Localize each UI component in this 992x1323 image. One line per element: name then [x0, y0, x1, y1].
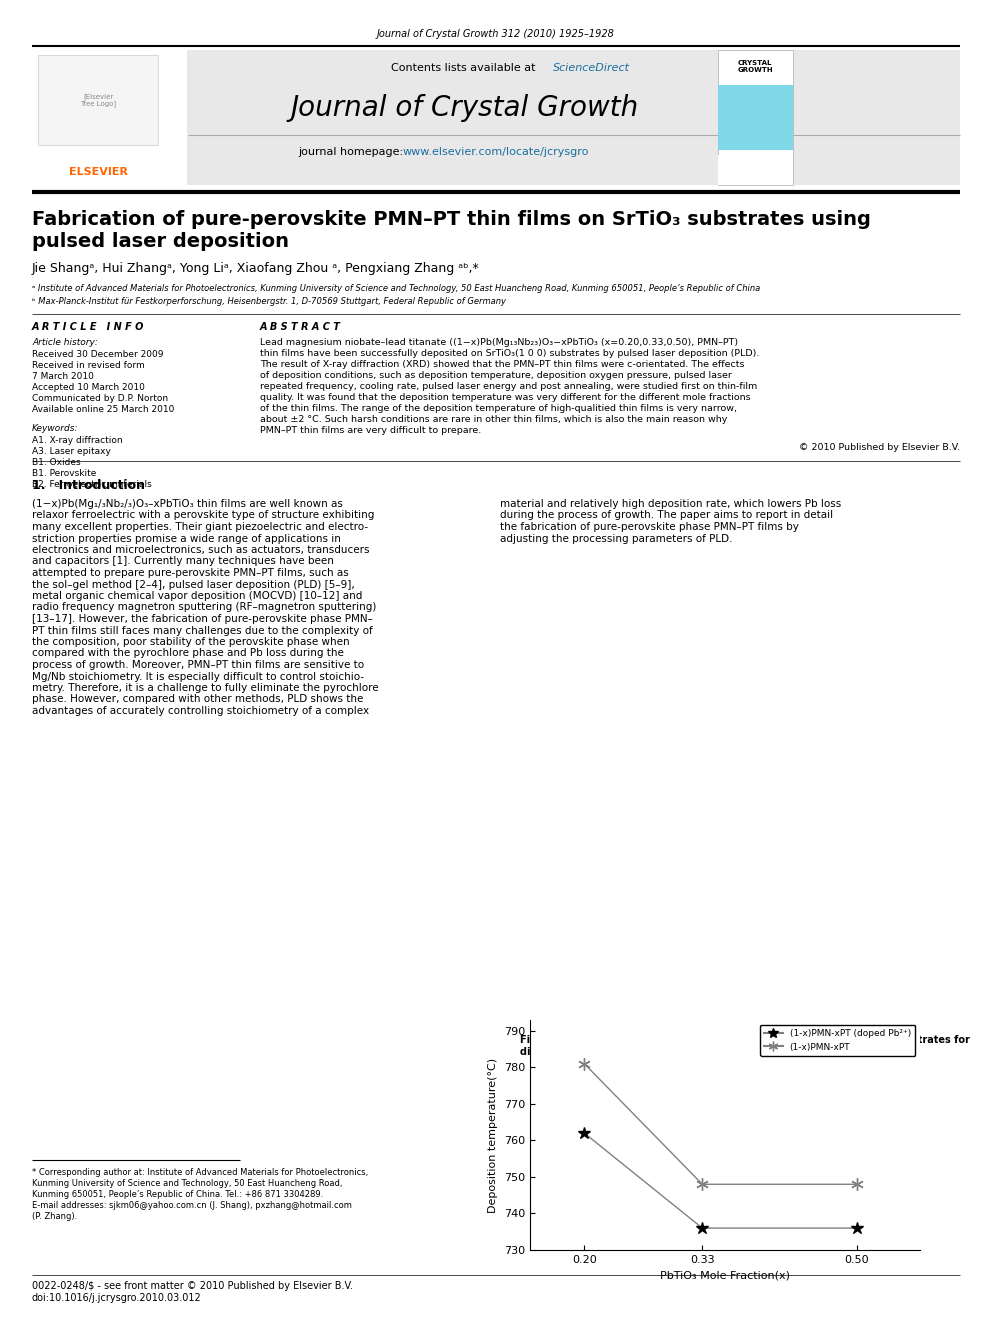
Text: Fig. 1.  The deposition temperature of PMN–PT thin films on SrTiO₃ substrates fo: Fig. 1. The deposition temperature of PM…	[520, 1035, 970, 1045]
Text: 1.   Introduction: 1. Introduction	[32, 479, 145, 492]
Text: about ±2 °C. Such harsh conditions are rare in other thin films, which is also t: about ±2 °C. Such harsh conditions are r…	[260, 415, 727, 423]
Text: doi:10.1016/j.jcrysgro.2010.03.012: doi:10.1016/j.jcrysgro.2010.03.012	[32, 1293, 201, 1303]
Text: Available online 25 March 2010: Available online 25 March 2010	[32, 405, 175, 414]
Text: A3. Laser epitaxy: A3. Laser epitaxy	[32, 447, 111, 456]
Text: Accepted 10 March 2010: Accepted 10 March 2010	[32, 382, 145, 392]
Bar	[718, 50, 793, 185]
Text: compared with the pyrochlore phase and Pb loss during the: compared with the pyrochlore phase and P…	[32, 648, 344, 659]
Text: process of growth. Moreover, PMN–PT thin films are sensitive to: process of growth. Moreover, PMN–PT thin…	[32, 660, 364, 669]
Legend: (1-x)PMN-xPT (doped Pb²⁺), (1-x)PMN-xPT: (1-x)PMN-xPT (doped Pb²⁺), (1-x)PMN-xPT	[760, 1024, 916, 1056]
Bar	[718, 85, 793, 149]
Text: and capacitors [1]. Currently many techniques have been: and capacitors [1]. Currently many techn…	[32, 557, 334, 566]
Text: the sol–gel method [2–4], pulsed laser deposition (PLD) [5–9],: the sol–gel method [2–4], pulsed laser d…	[32, 579, 355, 590]
Text: adjusting the processing parameters of PLD.: adjusting the processing parameters of P…	[500, 533, 732, 544]
Text: Kunming 650051, People’s Republic of China. Tel.: +86 871 3304289.: Kunming 650051, People’s Republic of Chi…	[32, 1189, 323, 1199]
Y-axis label: Deposition temperature(°C): Deposition temperature(°C)	[488, 1057, 498, 1213]
Text: Mg/Nb stoichiometry. It is especially difficult to control stoichio-: Mg/Nb stoichiometry. It is especially di…	[32, 672, 364, 681]
Text: 7 March 2010: 7 March 2010	[32, 372, 94, 381]
Text: Journal of Crystal Growth: Journal of Crystal Growth	[291, 94, 639, 122]
Text: A B S T R A C T: A B S T R A C T	[260, 321, 341, 332]
Text: relaxor ferroelectric with a perovskite type of structure exhibiting: relaxor ferroelectric with a perovskite …	[32, 511, 374, 520]
Text: E-mail addresses: sjkm06@yahoo.com.cn (J. Shang), pxzhang@hotmail.com: E-mail addresses: sjkm06@yahoo.com.cn (J…	[32, 1201, 352, 1211]
Text: ᵇ Max-Planck-Institut für Festkorperforschung, Heisenbergstr. 1, D-70569 Stuttga: ᵇ Max-Planck-Institut für Festkorperfors…	[32, 296, 506, 306]
Text: Contents lists available at: Contents lists available at	[391, 64, 539, 73]
Text: Keywords:: Keywords:	[32, 423, 78, 433]
Text: of deposition conditions, such as deposition temperature, deposition oxygen pres: of deposition conditions, such as deposi…	[260, 370, 732, 380]
Text: electronics and microelectronics, such as actuators, transducers: electronics and microelectronics, such a…	[32, 545, 369, 556]
Text: metry. Therefore, it is a challenge to fully eliminate the pyrochlore: metry. Therefore, it is a challenge to f…	[32, 683, 379, 693]
Text: * Corresponding author at: Institute of Advanced Materials for Photoelectronics,: * Corresponding author at: Institute of …	[32, 1168, 368, 1177]
Text: Communicated by D.P. Norton: Communicated by D.P. Norton	[32, 394, 168, 404]
Text: A R T I C L E   I N F O: A R T I C L E I N F O	[32, 321, 145, 332]
Text: PMN–PT thin films are very difficult to prepare.: PMN–PT thin films are very difficult to …	[260, 426, 481, 435]
Text: radio frequency magnetron sputtering (RF–magnetron sputtering): radio frequency magnetron sputtering (RF…	[32, 602, 376, 613]
Text: during the process of growth. The paper aims to report in detail: during the process of growth. The paper …	[500, 511, 833, 520]
Text: [Elsevier
Tree Logo]: [Elsevier Tree Logo]	[80, 93, 116, 107]
Text: striction properties promise a wide range of applications in: striction properties promise a wide rang…	[32, 533, 341, 544]
Text: Fabrication of pure-perovskite PMN–PT thin films on SrTiO₃ substrates using: Fabrication of pure-perovskite PMN–PT th…	[32, 210, 871, 229]
Text: (1−x)Pb(Mg₁/₃Nb₂/₃)O₃–xPbTiO₃ thin films are well known as: (1−x)Pb(Mg₁/₃Nb₂/₃)O₃–xPbTiO₃ thin films…	[32, 499, 343, 509]
Text: CRYSTAL
GROWTH: CRYSTAL GROWTH	[737, 60, 773, 74]
Text: Article history:: Article history:	[32, 337, 98, 347]
Text: different mole fractions.: different mole fractions.	[520, 1046, 655, 1057]
Text: www.elsevier.com/locate/jcrysgro: www.elsevier.com/locate/jcrysgro	[403, 147, 589, 157]
Text: (P. Zhang).: (P. Zhang).	[32, 1212, 77, 1221]
Text: [13–17]. However, the fabrication of pure-perovskite phase PMN–: [13–17]. However, the fabrication of pur…	[32, 614, 373, 624]
Text: attempted to prepare pure-perovskite PMN–PT films, such as: attempted to prepare pure-perovskite PMN…	[32, 568, 349, 578]
Text: Received 30 December 2009: Received 30 December 2009	[32, 351, 164, 359]
Text: © 2010 Published by Elsevier B.V.: © 2010 Published by Elsevier B.V.	[799, 443, 960, 452]
Text: repeated frequency, cooling rate, pulsed laser energy and post annealing, were s: repeated frequency, cooling rate, pulsed…	[260, 382, 757, 392]
Text: metal organic chemical vapor deposition (MOCVD) [10–12] and: metal organic chemical vapor deposition …	[32, 591, 362, 601]
Text: journal homepage:: journal homepage:	[298, 147, 407, 157]
Text: B2. Ferroelectric materials: B2. Ferroelectric materials	[32, 480, 152, 490]
Text: Jie Shangᵃ, Hui Zhangᵃ, Yong Liᵃ, Xiaofang Zhou ᵃ, Pengxiang Zhang ᵃᵇ,*: Jie Shangᵃ, Hui Zhangᵃ, Yong Liᵃ, Xiaofa…	[32, 262, 480, 275]
Text: Kunming University of Science and Technology, 50 East Huancheng Road,: Kunming University of Science and Techno…	[32, 1179, 342, 1188]
Bar	[38, 56, 158, 146]
Bar	[32, 50, 960, 185]
Text: Lead magnesium niobate–lead titanate ((1−x)Pb(Mg₁₃Nb₂₃)O₃−xPbTiO₃ (x=0.20,0.33,0: Lead magnesium niobate–lead titanate ((1…	[260, 337, 738, 347]
Text: many excellent properties. Their giant piezoelectric and electro-: many excellent properties. Their giant p…	[32, 523, 368, 532]
Text: quality. It was found that the deposition temperature was very different for the: quality. It was found that the depositio…	[260, 393, 751, 402]
Text: advantages of accurately controlling stoichiometry of a complex: advantages of accurately controlling sto…	[32, 706, 369, 716]
Text: Received in revised form: Received in revised form	[32, 361, 145, 370]
Text: ᵃ Institute of Advanced Materials for Photoelectronics, Kunming University of Sc: ᵃ Institute of Advanced Materials for Ph…	[32, 284, 760, 292]
Text: pulsed laser deposition: pulsed laser deposition	[32, 232, 289, 251]
Bar	[32, 50, 187, 185]
Text: ScienceDirect: ScienceDirect	[553, 64, 630, 73]
Text: thin films have been successfully deposited on SrTiO₃(1 0 0) substrates by pulse: thin films have been successfully deposi…	[260, 349, 759, 359]
X-axis label: PbTiO₃ Mole Fraction(x): PbTiO₃ Mole Fraction(x)	[660, 1270, 790, 1281]
Text: of the thin films. The range of the deposition temperature of high-qualitied thi: of the thin films. The range of the depo…	[260, 404, 737, 413]
Text: A1. X-ray diffraction: A1. X-ray diffraction	[32, 437, 123, 445]
Text: 0022-0248/$ - see front matter © 2010 Published by Elsevier B.V.: 0022-0248/$ - see front matter © 2010 Pu…	[32, 1281, 353, 1291]
Text: the composition, poor stability of the perovskite phase when: the composition, poor stability of the p…	[32, 636, 349, 647]
Text: material and relatively high deposition rate, which lowers Pb loss: material and relatively high deposition …	[500, 499, 841, 509]
Text: phase. However, compared with other methods, PLD shows the: phase. However, compared with other meth…	[32, 695, 363, 705]
Text: ELSEVIER: ELSEVIER	[68, 167, 128, 177]
Text: B1. Perovskite: B1. Perovskite	[32, 468, 96, 478]
Bar	[718, 155, 793, 185]
Text: the fabrication of pure-perovskite phase PMN–PT films by: the fabrication of pure-perovskite phase…	[500, 523, 799, 532]
Text: Journal of Crystal Growth 312 (2010) 1925–1928: Journal of Crystal Growth 312 (2010) 192…	[377, 29, 615, 38]
Text: PT thin films still faces many challenges due to the complexity of: PT thin films still faces many challenge…	[32, 626, 373, 635]
Text: B1. Oxides: B1. Oxides	[32, 458, 80, 467]
Text: The result of X-ray diffraction (XRD) showed that the PMN–PT thin films were c-o: The result of X-ray diffraction (XRD) sh…	[260, 360, 745, 369]
